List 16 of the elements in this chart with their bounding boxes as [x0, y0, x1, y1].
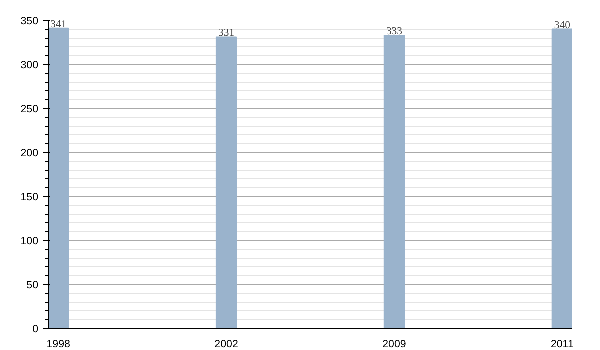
x-tick-label: 2002: [214, 338, 238, 350]
y-tick-label: 200: [20, 148, 39, 160]
x-tick-label: 1998: [46, 338, 71, 350]
data-label: 341: [50, 19, 67, 30]
y-tick-label: 300: [20, 60, 39, 72]
x-tick-label: 2011: [550, 338, 574, 350]
data-label: 340: [554, 20, 570, 32]
x-tick-label: 2009: [382, 338, 406, 350]
y-tick-label: 0: [32, 324, 39, 336]
y-tick-label: 150: [20, 192, 39, 204]
y-tick-label: 250: [20, 104, 39, 116]
y-tick-label: 100: [20, 236, 39, 248]
data-label: 333: [386, 26, 402, 38]
y-tick-label: 350: [20, 16, 39, 28]
data-label: 331: [218, 28, 235, 40]
y-tick-label: 50: [26, 280, 39, 292]
